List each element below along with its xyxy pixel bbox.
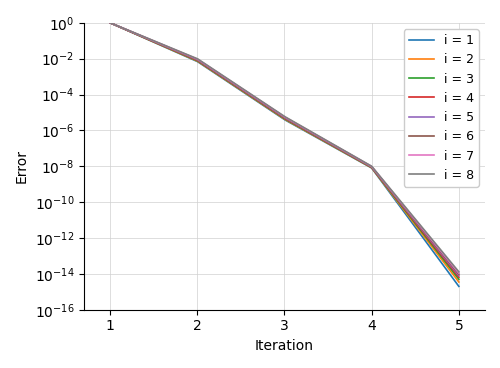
i = 8 xyxy=(456,270,462,274)
X-axis label: Iteration: Iteration xyxy=(255,339,314,353)
i = 2 xyxy=(456,280,462,284)
i = 3 xyxy=(108,21,114,25)
i = 1 xyxy=(401,210,407,214)
i = 7 xyxy=(108,21,114,25)
i = 7 xyxy=(320,137,326,141)
i = 8 xyxy=(107,21,113,25)
i = 4 xyxy=(107,21,113,25)
i = 2 xyxy=(314,135,320,140)
i = 5 xyxy=(108,21,114,25)
i = 5 xyxy=(423,233,429,237)
i = 3 xyxy=(107,21,113,25)
Line: i = 1: i = 1 xyxy=(110,23,459,286)
i = 6 xyxy=(320,137,326,142)
i = 5 xyxy=(107,21,113,25)
Line: i = 4: i = 4 xyxy=(110,23,459,277)
i = 6 xyxy=(423,232,429,236)
i = 4 xyxy=(423,234,429,238)
i = 5 xyxy=(314,134,320,139)
i = 8 xyxy=(108,21,114,25)
i = 3 xyxy=(423,235,429,240)
i = 3 xyxy=(320,138,326,143)
i = 6 xyxy=(314,134,320,138)
i = 6 xyxy=(107,21,113,25)
i = 4 xyxy=(456,275,462,279)
i = 7 xyxy=(423,231,429,236)
i = 8 xyxy=(320,137,326,141)
i = 6 xyxy=(401,205,407,209)
i = 2 xyxy=(401,208,407,212)
i = 5 xyxy=(320,138,326,142)
i = 3 xyxy=(401,207,407,211)
i = 4 xyxy=(314,135,320,139)
Line: i = 6: i = 6 xyxy=(110,23,459,274)
i = 3 xyxy=(314,135,320,139)
i = 6 xyxy=(108,21,114,25)
i = 6 xyxy=(314,133,320,138)
i = 7 xyxy=(314,134,320,138)
i = 6 xyxy=(456,272,462,276)
i = 1 xyxy=(456,284,462,289)
Line: i = 5: i = 5 xyxy=(110,23,459,276)
i = 8 xyxy=(314,133,320,138)
Line: i = 7: i = 7 xyxy=(110,23,459,273)
i = 7 xyxy=(401,204,407,208)
i = 3 xyxy=(314,134,320,139)
i = 5 xyxy=(401,205,407,209)
i = 7 xyxy=(314,133,320,137)
i = 1 xyxy=(107,21,113,25)
i = 1 xyxy=(314,136,320,140)
i = 1 xyxy=(314,135,320,139)
i = 2 xyxy=(423,237,429,241)
i = 8 xyxy=(314,132,320,137)
i = 8 xyxy=(423,230,429,234)
i = 8 xyxy=(401,203,407,208)
Legend: i = 1, i = 2, i = 3, i = 4, i = 5, i = 6, i = 7, i = 8: i = 1, i = 2, i = 3, i = 4, i = 5, i = 6… xyxy=(404,29,478,187)
i = 2 xyxy=(108,21,114,25)
i = 2 xyxy=(107,21,113,25)
i = 7 xyxy=(107,21,113,25)
i = 4 xyxy=(320,138,326,142)
i = 7 xyxy=(456,271,462,275)
i = 1 xyxy=(423,240,429,244)
i = 2 xyxy=(320,139,326,143)
i = 5 xyxy=(314,134,320,138)
i = 4 xyxy=(314,134,320,138)
i = 3 xyxy=(456,277,462,282)
i = 5 xyxy=(456,273,462,278)
Y-axis label: Error: Error xyxy=(15,149,29,183)
Line: i = 8: i = 8 xyxy=(110,23,459,272)
i = 4 xyxy=(401,206,407,210)
i = 2 xyxy=(314,135,320,139)
i = 4 xyxy=(108,21,114,25)
i = 1 xyxy=(108,21,114,25)
i = 1 xyxy=(320,139,326,144)
Line: i = 2: i = 2 xyxy=(110,23,459,282)
Line: i = 3: i = 3 xyxy=(110,23,459,279)
